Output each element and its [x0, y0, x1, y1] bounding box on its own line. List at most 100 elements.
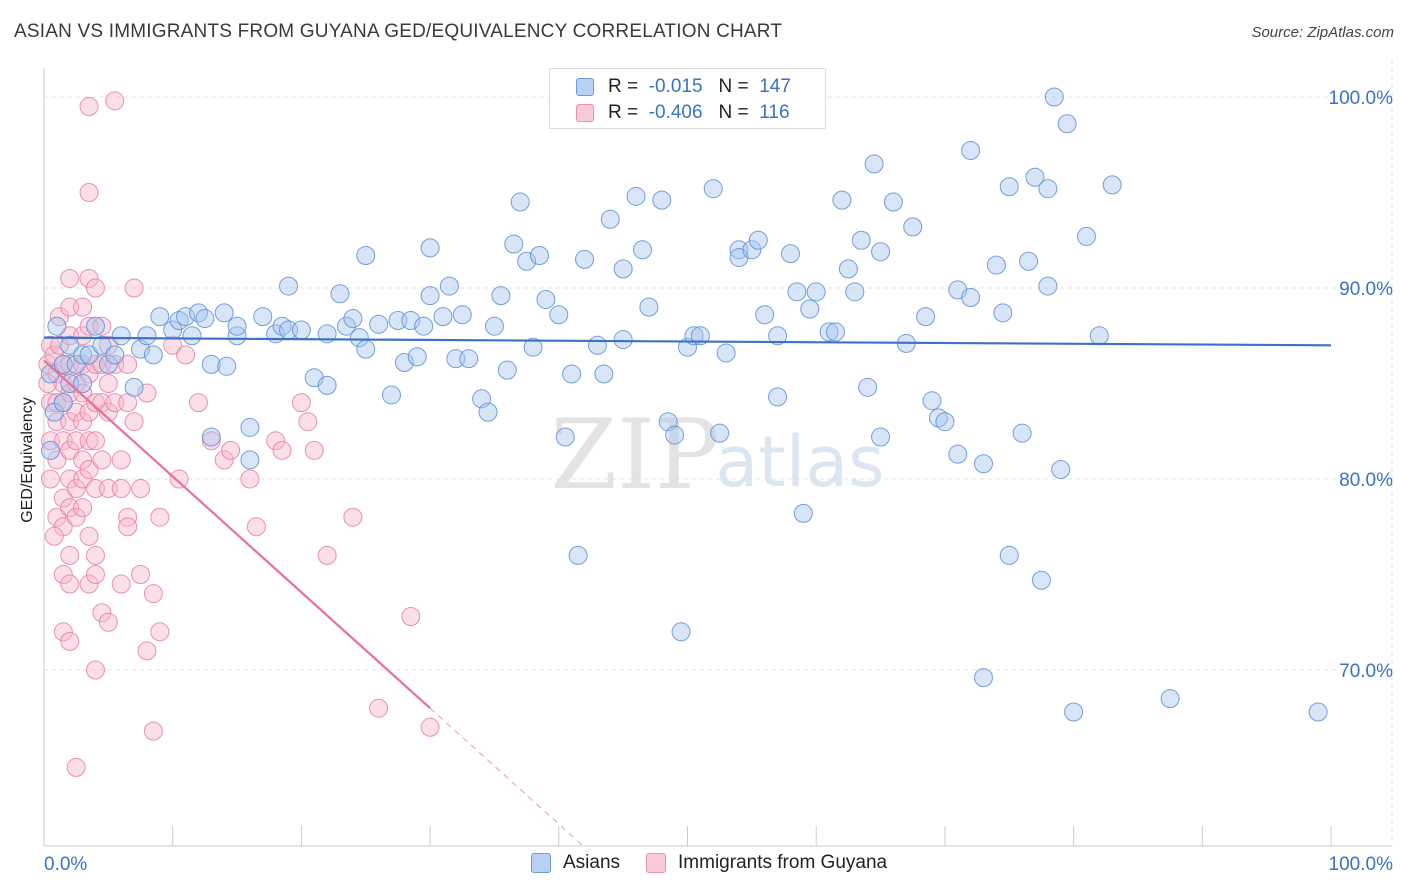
asians-point	[1031, 570, 1051, 590]
guyana-point	[60, 574, 80, 594]
y-tick-labels: 70.0% 80.0% 90.0% 100.0%	[1329, 88, 1394, 682]
guyana-point	[92, 354, 112, 374]
asians-point	[217, 356, 237, 376]
asians-point	[452, 305, 472, 325]
trend-lines	[43, 336, 1332, 847]
legend-n-value: 147	[759, 76, 791, 97]
asians-point	[1051, 459, 1071, 479]
asians-point	[330, 284, 350, 304]
asians-point	[1064, 702, 1084, 722]
asians-point	[517, 251, 537, 271]
asians-point	[1076, 226, 1096, 246]
guyana-point	[53, 565, 73, 584]
asians-point	[652, 190, 672, 210]
guyana-trend-extension	[429, 707, 584, 847]
guyana-point	[79, 97, 99, 117]
guyana-point	[60, 631, 80, 651]
guyana-point	[188, 393, 208, 413]
asians-point	[748, 230, 768, 250]
asians-point	[780, 244, 800, 264]
guyana-point	[298, 412, 318, 432]
guyana-point	[73, 498, 93, 518]
asians-point	[510, 192, 530, 212]
asians-point	[993, 303, 1013, 323]
asians-point	[690, 326, 710, 346]
guyana-point	[73, 326, 93, 346]
asians-point	[710, 423, 730, 443]
y-tick-label: 90.0%	[1339, 279, 1393, 300]
guyana-point	[73, 297, 93, 317]
source-note: Source: ZipAtlas.com	[1251, 24, 1394, 41]
legend-n-label: N =	[718, 102, 749, 123]
asians-point	[678, 337, 697, 357]
asians-point	[349, 328, 369, 348]
asians-point	[594, 364, 614, 384]
guyana-point	[176, 345, 196, 365]
legend-n-label: N =	[718, 76, 749, 97]
asians-point	[446, 349, 466, 369]
asians-point	[1089, 326, 1109, 346]
guyana-point	[369, 698, 389, 718]
watermark-atlas: atlas	[715, 421, 884, 503]
legend-n-value: 116	[759, 102, 790, 123]
asians-point	[420, 238, 440, 258]
asians-point	[504, 234, 524, 254]
guyana-point	[124, 278, 144, 298]
asians-point	[253, 307, 273, 327]
guyana-point	[79, 402, 99, 422]
guyana-point	[85, 565, 105, 584]
guyana-point	[79, 268, 99, 288]
asians-point	[491, 286, 511, 306]
guyana-point	[272, 440, 292, 460]
asians-point	[787, 282, 807, 302]
asians-point	[961, 140, 981, 160]
guyana-point	[66, 374, 86, 393]
guyana-point	[44, 526, 64, 546]
asians-point	[343, 309, 363, 329]
asians-point	[613, 259, 633, 279]
guyana-point	[98, 402, 118, 422]
legend-swatch-blue	[576, 78, 594, 96]
asians-point	[832, 190, 852, 210]
guyana-point	[150, 622, 170, 642]
legend-item-guyana[interactable]: Immigrants from Guyana	[646, 852, 887, 874]
asians-point	[575, 249, 595, 269]
asians-point	[394, 352, 414, 372]
asians-point	[523, 337, 543, 357]
asians-point	[1012, 423, 1032, 443]
guyana-point	[73, 412, 93, 432]
asians-point	[40, 440, 60, 460]
asians-point	[755, 305, 775, 325]
guyana-point	[111, 574, 131, 594]
guyana-point	[53, 374, 73, 393]
guyana-point	[92, 603, 112, 623]
guyana-point	[60, 440, 80, 460]
asians-point	[716, 343, 736, 363]
asians-point	[903, 217, 923, 237]
asians-point	[613, 330, 633, 350]
asians-point	[73, 374, 93, 393]
legend-r-label: R =	[608, 76, 639, 97]
asians-point	[227, 316, 247, 336]
legend-item-asians[interactable]: Asians	[531, 852, 620, 874]
asians-point	[356, 339, 376, 359]
guyana-point	[240, 469, 260, 489]
guyana-trend-line	[43, 359, 431, 710]
asians-point	[182, 326, 202, 346]
asians-point	[420, 286, 440, 306]
guyana-point	[60, 297, 80, 317]
guyana-point	[60, 545, 80, 565]
asians-point	[671, 622, 691, 642]
asians-point	[600, 209, 620, 229]
asians-point	[85, 316, 105, 336]
asians-point	[60, 335, 80, 355]
guyana-point	[79, 364, 99, 384]
legend-row-asians: R = -0.015 N = 147	[576, 75, 791, 99]
guyana-point	[150, 507, 170, 527]
guyana-point	[73, 469, 93, 489]
asians-point	[703, 179, 723, 199]
guyana-point	[105, 91, 125, 111]
asians-point	[73, 345, 93, 365]
y-tick-label: 80.0%	[1339, 470, 1393, 491]
